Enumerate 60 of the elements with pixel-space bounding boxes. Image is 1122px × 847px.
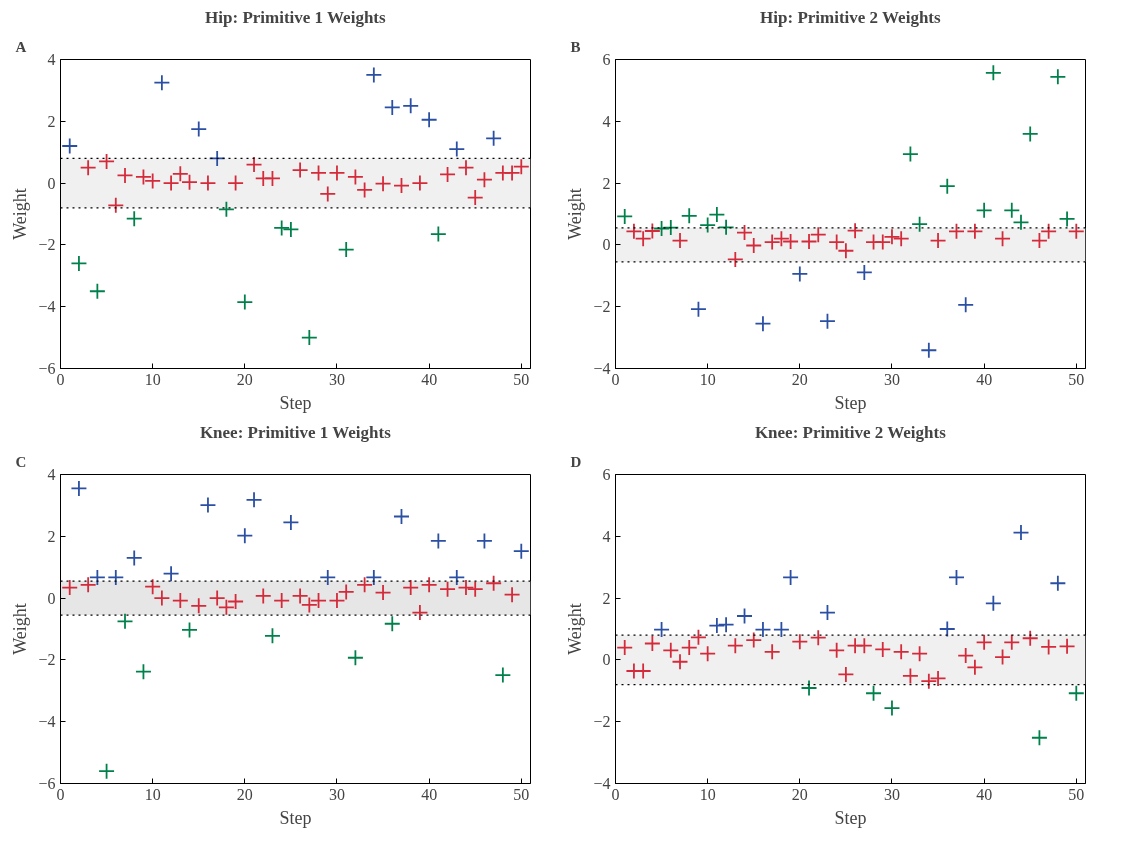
y-tick-label: −6 — [38, 775, 56, 792]
y-tick-label: 0 — [602, 236, 611, 254]
x-tick-label: 30 — [883, 370, 900, 388]
x-tick-label: 10 — [699, 785, 716, 803]
x-tick-label: 10 — [144, 785, 161, 803]
y-axis-title: Weight — [10, 603, 31, 655]
x-tick-label: 20 — [236, 370, 253, 388]
y-tick-label: 2 — [602, 589, 611, 607]
x-tick-label: 10 — [699, 370, 716, 388]
y-axis-title: Weight — [565, 188, 586, 240]
y-tick-label: −2 — [38, 236, 56, 254]
x-axis-title: Step — [279, 807, 312, 828]
y-tick-label: −2 — [593, 713, 611, 731]
y-tick-label: 4 — [602, 112, 611, 130]
x-tick-label: 20 — [791, 370, 808, 388]
y-axis-title: Weight — [10, 188, 31, 240]
y-tick-label: −4 — [593, 360, 611, 377]
x-tick-label: 30 — [883, 785, 900, 803]
text: A — [15, 38, 27, 55]
y-tick-label: 2 — [602, 174, 611, 192]
x-axis-title: Step — [834, 807, 867, 828]
x-tick-label: 40 — [976, 370, 993, 388]
x-axis-title: Step — [279, 392, 312, 413]
text: D — [570, 453, 582, 470]
x-tick-label: 30 — [328, 370, 345, 388]
y-tick-label: −2 — [38, 651, 56, 669]
x-tick-label: 30 — [328, 785, 345, 803]
y-tick-label: 6 — [602, 466, 611, 483]
x-tick-label: 10 — [144, 370, 161, 388]
x-tick-label: 20 — [791, 785, 808, 803]
chart-title: Knee: Primitive 1 Weights — [199, 422, 392, 442]
x-tick-label: 50 — [1068, 785, 1085, 803]
y-tick-label: −6 — [38, 360, 56, 377]
x-axis-title: Step — [834, 392, 867, 413]
chart-title: Hip: Primitive 1 Weights — [205, 7, 386, 27]
x-tick-label: 40 — [976, 785, 993, 803]
text: C — [15, 453, 27, 470]
y-tick-label: 2 — [47, 112, 56, 130]
x-tick-label: 50 — [513, 370, 530, 388]
y-tick-label: 6 — [602, 51, 611, 68]
y-tick-label: 4 — [602, 527, 611, 545]
x-tick-label: 50 — [1068, 370, 1085, 388]
y-tick-label: 0 — [47, 589, 56, 607]
y-tick-label: 4 — [47, 51, 56, 68]
x-tick-label: 20 — [236, 785, 253, 803]
y-tick-label: −2 — [593, 298, 611, 316]
x-tick-label: 50 — [513, 785, 530, 803]
y-tick-label: −4 — [38, 298, 56, 316]
y-tick-label: −4 — [593, 775, 611, 792]
y-tick-label: 2 — [47, 527, 56, 545]
y-axis-title: Weight — [565, 603, 586, 655]
x-tick-label: 40 — [421, 370, 438, 388]
chart-title: Hip: Primitive 2 Weights — [760, 7, 941, 27]
chart-title: Knee: Primitive 2 Weights — [754, 422, 947, 442]
text: B — [570, 38, 581, 55]
y-tick-label: 0 — [602, 651, 611, 669]
y-tick-label: −4 — [38, 713, 56, 731]
y-tick-label: 0 — [47, 174, 56, 192]
x-tick-label: 40 — [421, 785, 438, 803]
y-tick-label: 4 — [47, 466, 56, 483]
